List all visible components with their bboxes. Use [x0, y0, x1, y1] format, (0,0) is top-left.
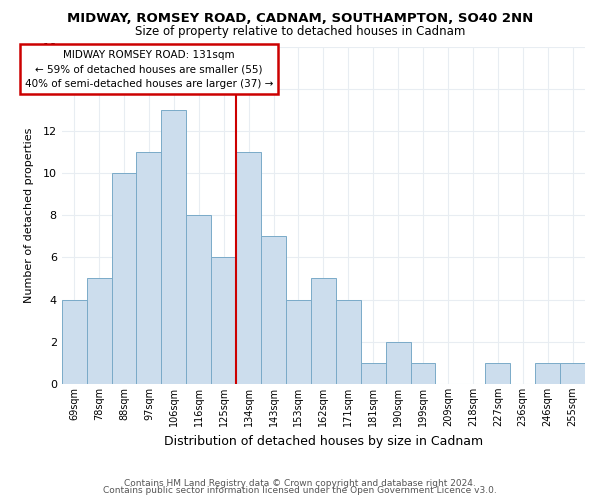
Y-axis label: Number of detached properties: Number of detached properties [25, 128, 34, 303]
Bar [560, 363, 585, 384]
Bar [62, 300, 86, 384]
Text: MIDWAY, ROMSEY ROAD, CADNAM, SOUTHAMPTON, SO40 2NN: MIDWAY, ROMSEY ROAD, CADNAM, SOUTHAMPTON… [67, 12, 533, 26]
X-axis label: Distribution of detached houses by size in Cadnam: Distribution of detached houses by size … [164, 434, 483, 448]
Bar [236, 152, 261, 384]
Bar [186, 215, 211, 384]
Bar [410, 363, 436, 384]
Text: MIDWAY ROMSEY ROAD: 131sqm
← 59% of detached houses are smaller (55)
40% of semi: MIDWAY ROMSEY ROAD: 131sqm ← 59% of deta… [25, 50, 273, 90]
Bar [485, 363, 510, 384]
Bar [336, 300, 361, 384]
Bar [311, 278, 336, 384]
Bar [211, 258, 236, 384]
Text: Size of property relative to detached houses in Cadnam: Size of property relative to detached ho… [135, 25, 465, 38]
Bar [286, 300, 311, 384]
Bar [261, 236, 286, 384]
Bar [112, 173, 136, 384]
Bar [161, 110, 186, 384]
Text: Contains public sector information licensed under the Open Government Licence v3: Contains public sector information licen… [103, 486, 497, 495]
Bar [86, 278, 112, 384]
Bar [535, 363, 560, 384]
Text: Contains HM Land Registry data © Crown copyright and database right 2024.: Contains HM Land Registry data © Crown c… [124, 478, 476, 488]
Bar [136, 152, 161, 384]
Bar [386, 342, 410, 384]
Bar [361, 363, 386, 384]
